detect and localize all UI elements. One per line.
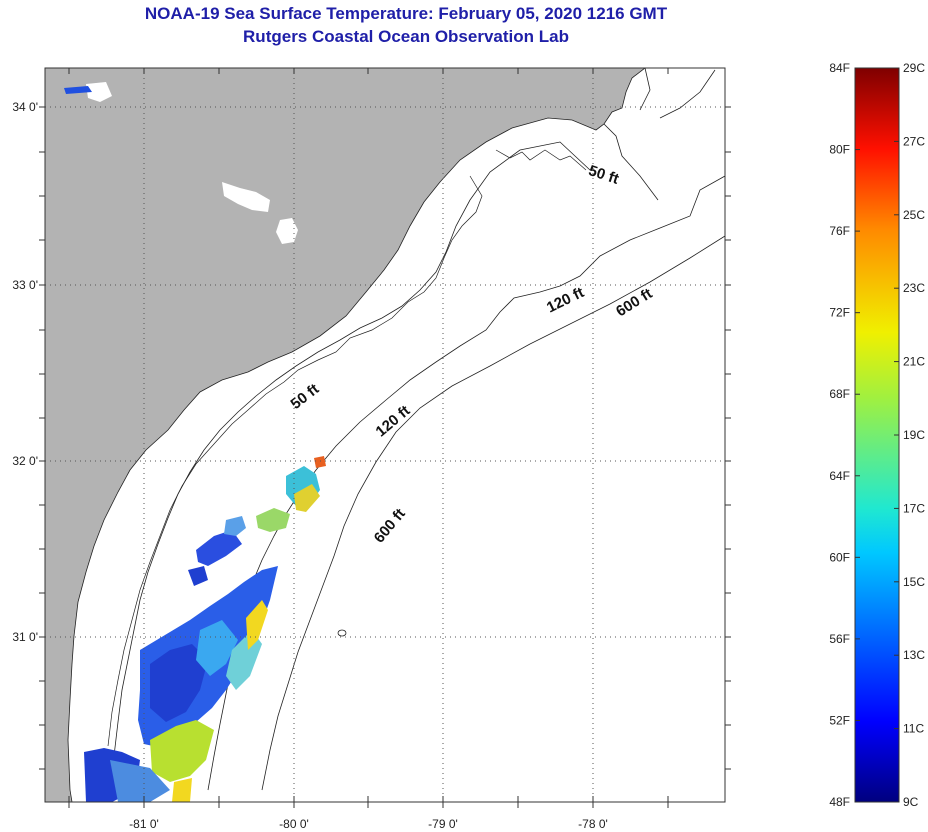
longitude-label: -78 0': [578, 817, 608, 831]
map-frame: [44, 67, 726, 803]
map-title: NOAA-19 Sea Surface Temperature: Februar…: [144, 4, 668, 23]
coastal-islands: [603, 68, 716, 201]
colorbar-ticks: [855, 67, 899, 803]
inland-water-patch: [86, 82, 112, 102]
sst-patch: [224, 516, 246, 536]
sst-patch: [188, 566, 208, 586]
sst-patch: [110, 760, 170, 802]
latitude-labels: 34 0' 33 0' 32 0' 31 0': [12, 100, 38, 644]
fahrenheit-label: 72F: [829, 306, 850, 320]
inland-water-patch: [276, 218, 298, 244]
sst-patch: [294, 484, 320, 512]
fahrenheit-label: 64F: [829, 469, 850, 483]
fahrenheit-label: 76F: [829, 224, 850, 238]
celsius-label: 9C: [903, 795, 919, 809]
celsius-label: 17C: [903, 501, 925, 515]
map-subtitle: Rutgers Coastal Ocean Observation Lab: [243, 27, 569, 46]
axis-ticks: [39, 68, 731, 808]
sst-patch: [196, 530, 242, 566]
longitude-labels: -81 0' -80 0' -79 0' -78 0': [129, 817, 608, 831]
celsius-label: 13C: [903, 648, 925, 662]
celsius-label: 19C: [903, 428, 925, 442]
land-area: [45, 68, 646, 802]
celsius-label: 25C: [903, 208, 925, 222]
latitude-label: 34 0': [12, 100, 38, 114]
latitude-label: 33 0': [12, 278, 38, 292]
shoreline: [107, 149, 587, 747]
sst-patch: [64, 86, 92, 94]
fahrenheit-label: 60F: [829, 550, 850, 564]
isobath-600ft: [261, 235, 725, 791]
colorbar-gradient: [854, 67, 900, 803]
longitude-label: -79 0': [428, 817, 458, 831]
celsius-labels: 29C 27C 25C 23C 21C 19C 17C 15C 13C 11C 9C: [903, 61, 925, 809]
fahrenheit-label: 80F: [829, 143, 850, 157]
grid: [45, 68, 725, 802]
celsius-label: 29C: [903, 61, 925, 75]
celsius-label: 23C: [903, 281, 925, 295]
longitude-label: -81 0': [129, 817, 159, 831]
inland-water-patch: [222, 182, 270, 212]
fahrenheit-label: 84F: [829, 61, 850, 75]
sst-patch: [150, 644, 208, 722]
fahrenheit-label: 68F: [829, 387, 850, 401]
sst-patch: [256, 508, 290, 532]
celsius-label: 11C: [903, 722, 924, 736]
fahrenheit-label: 48F: [829, 795, 850, 809]
longitude-label: -80 0': [279, 817, 309, 831]
celsius-label: 21C: [903, 355, 925, 369]
celsius-label: 15C: [903, 575, 925, 589]
sst-patch: [314, 456, 326, 468]
isobath-50ft: [109, 141, 591, 791]
celsius-label: 27C: [903, 134, 925, 148]
sst-patch: [150, 720, 214, 782]
latitude-label: 32 0': [12, 454, 38, 468]
sst-patch: [196, 620, 238, 676]
fahrenheit-label: 56F: [829, 632, 850, 646]
fahrenheit-label: 52F: [829, 713, 850, 727]
sst-patch: [172, 778, 192, 802]
sst-patch: [246, 600, 268, 650]
fahrenheit-labels: 84F 80F 76F 72F 68F 64F 60F 56F 52F 48F: [829, 61, 850, 809]
latitude-label: 31 0': [12, 630, 38, 644]
